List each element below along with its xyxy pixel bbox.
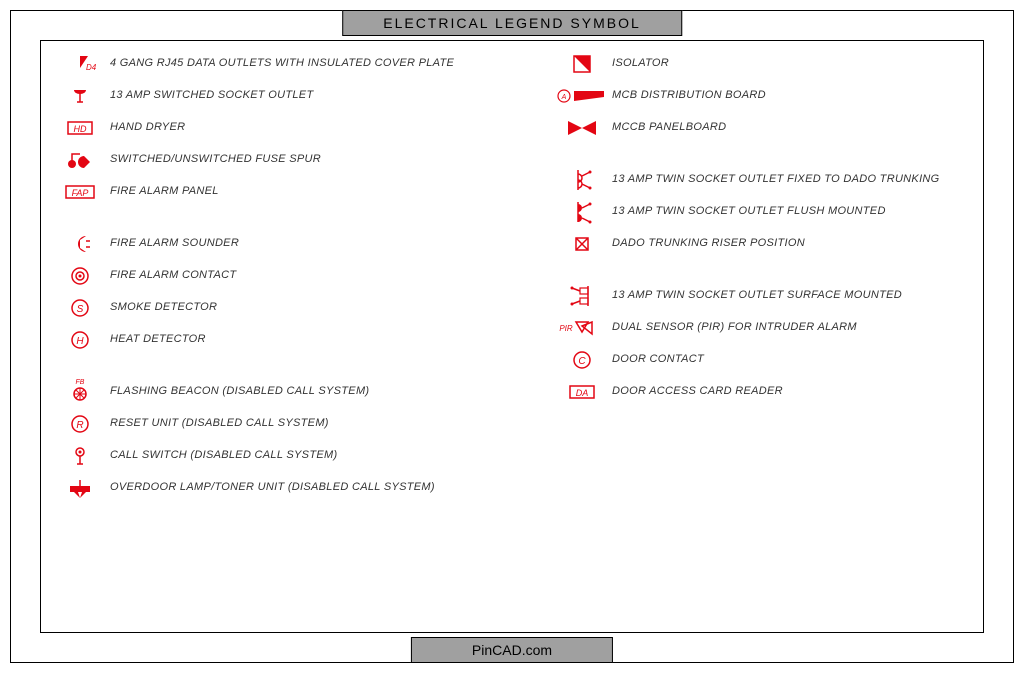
symbol-fb (50, 378, 110, 406)
legend-label: MCB DISTRIBUTION BOARD (612, 82, 766, 102)
legend-row: FLASHING BEACON (DISABLED CALL SYSTEM) (50, 378, 512, 408)
legend-label: 4 GANG RJ45 DATA OUTLETS WITH INSULATED … (110, 50, 454, 70)
legend-label: SWITCHED/UNSWITCHED FUSE SPUR (110, 146, 321, 166)
symbol-mccb (552, 114, 612, 142)
symbol-reset (50, 410, 110, 438)
legend-row: 13 AMP TWIN SOCKET OUTLET SURFACE MOUNTE… (512, 282, 974, 312)
legend-label: FIRE ALARM CONTACT (110, 262, 236, 282)
legend-row: DOOR CONTACT (512, 346, 974, 376)
legend-container: 4 GANG RJ45 DATA OUTLETS WITH INSULATED … (50, 50, 974, 623)
legend-row: 13 AMP TWIN SOCKET OUTLET FIXED TO DADO … (512, 166, 974, 196)
legend-row: HEAT DETECTOR (50, 326, 512, 356)
legend-label: HEAT DETECTOR (110, 326, 206, 346)
legend-label: DOOR CONTACT (612, 346, 704, 366)
symbol-contact (50, 262, 110, 290)
legend-row: DADO TRUNKING RISER POSITION (512, 230, 974, 260)
legend-row: FIRE ALARM SOUNDER (50, 230, 512, 260)
right-column: ISOLATOR MCB DISTRIBUTION BOARD MCCB PANEL… (512, 50, 974, 623)
legend-row: DUAL SENSOR (PIR) FOR INTRUDER ALARM (512, 314, 974, 344)
legend-row: HAND DRYER (50, 114, 512, 144)
legend-label: 13 AMP TWIN SOCKET OUTLET FLUSH MOUNTED (612, 198, 886, 218)
symbol-twin-surf (552, 282, 612, 310)
legend-label: FIRE ALARM PANEL (110, 178, 219, 198)
legend-label: ISOLATOR (612, 50, 669, 70)
legend-label: HAND DRYER (110, 114, 185, 134)
legend-row: MCCB PANELBOARD (512, 114, 974, 144)
symbol-twin-dado (552, 166, 612, 194)
symbol-fuse (50, 146, 110, 174)
legend-row: CALL SWITCH (DISABLED CALL SYSTEM) (50, 442, 512, 472)
legend-group: 13 AMP TWIN SOCKET OUTLET FIXED TO DADO … (512, 166, 974, 262)
legend-label: OVERDOOR LAMP/TONER UNIT (DISABLED CALL … (110, 474, 435, 494)
legend-row: FIRE ALARM PANEL (50, 178, 512, 208)
left-column: 4 GANG RJ45 DATA OUTLETS WITH INSULATED … (50, 50, 512, 623)
symbol-twin-flush (552, 198, 612, 226)
legend-label: FIRE ALARM SOUNDER (110, 230, 239, 250)
legend-row: FIRE ALARM CONTACT (50, 262, 512, 292)
legend-row: 4 GANG RJ45 DATA OUTLETS WITH INSULATED … (50, 50, 512, 80)
symbol-sw-sock (50, 82, 110, 110)
symbol-mcb (552, 82, 612, 110)
legend-label: 13 AMP TWIN SOCKET OUTLET FIXED TO DADO … (612, 166, 940, 186)
legend-group: 4 GANG RJ45 DATA OUTLETS WITH INSULATED … (50, 50, 512, 210)
symbol-sounder (50, 230, 110, 258)
legend-label: CALL SWITCH (DISABLED CALL SYSTEM) (110, 442, 337, 462)
legend-row: MCB DISTRIBUTION BOARD (512, 82, 974, 112)
legend-row: ISOLATOR (512, 50, 974, 80)
symbol-overdoor (50, 474, 110, 502)
symbol-doorc (552, 346, 612, 374)
legend-group: FIRE ALARM SOUNDER FIRE ALARM CONTACT SMOK… (50, 230, 512, 358)
legend-label: DOOR ACCESS CARD READER (612, 378, 783, 398)
legend-row: 13 AMP TWIN SOCKET OUTLET FLUSH MOUNTED (512, 198, 974, 228)
legend-label: MCCB PANELBOARD (612, 114, 726, 134)
symbol-callsw (50, 442, 110, 470)
symbol-heat (50, 326, 110, 354)
symbol-pir (552, 314, 612, 342)
legend-label: 13 AMP SWITCHED SOCKET OUTLET (110, 82, 313, 102)
legend-label: DUAL SENSOR (PIR) FOR INTRUDER ALARM (612, 314, 857, 334)
legend-group: 13 AMP TWIN SOCKET OUTLET SURFACE MOUNTE… (512, 282, 974, 410)
legend-row: 13 AMP SWITCHED SOCKET OUTLET (50, 82, 512, 112)
legend-row: SMOKE DETECTOR (50, 294, 512, 324)
symbol-da (552, 378, 612, 406)
legend-label: RESET UNIT (DISABLED CALL SYSTEM) (110, 410, 329, 430)
legend-group: FLASHING BEACON (DISABLED CALL SYSTEM) RE… (50, 378, 512, 506)
symbol-smoke (50, 294, 110, 322)
legend-label: 13 AMP TWIN SOCKET OUTLET SURFACE MOUNTE… (612, 282, 902, 302)
legend-row: DOOR ACCESS CARD READER (512, 378, 974, 408)
symbol-hd (50, 114, 110, 142)
symbol-iso (552, 50, 612, 78)
page-title: ELECTRICAL LEGEND SYMBOL (342, 10, 682, 36)
legend-label: FLASHING BEACON (DISABLED CALL SYSTEM) (110, 378, 369, 398)
symbol-d4 (50, 50, 110, 78)
legend-row: SWITCHED/UNSWITCHED FUSE SPUR (50, 146, 512, 176)
footer: PinCAD.com (411, 637, 613, 663)
symbol-fap (50, 178, 110, 206)
legend-row: RESET UNIT (DISABLED CALL SYSTEM) (50, 410, 512, 440)
legend-group: ISOLATOR MCB DISTRIBUTION BOARD MCCB PANEL… (512, 50, 974, 146)
legend-label: DADO TRUNKING RISER POSITION (612, 230, 805, 250)
legend-row: OVERDOOR LAMP/TONER UNIT (DISABLED CALL … (50, 474, 512, 504)
symbol-dado-riser (552, 230, 612, 258)
legend-label: SMOKE DETECTOR (110, 294, 217, 314)
